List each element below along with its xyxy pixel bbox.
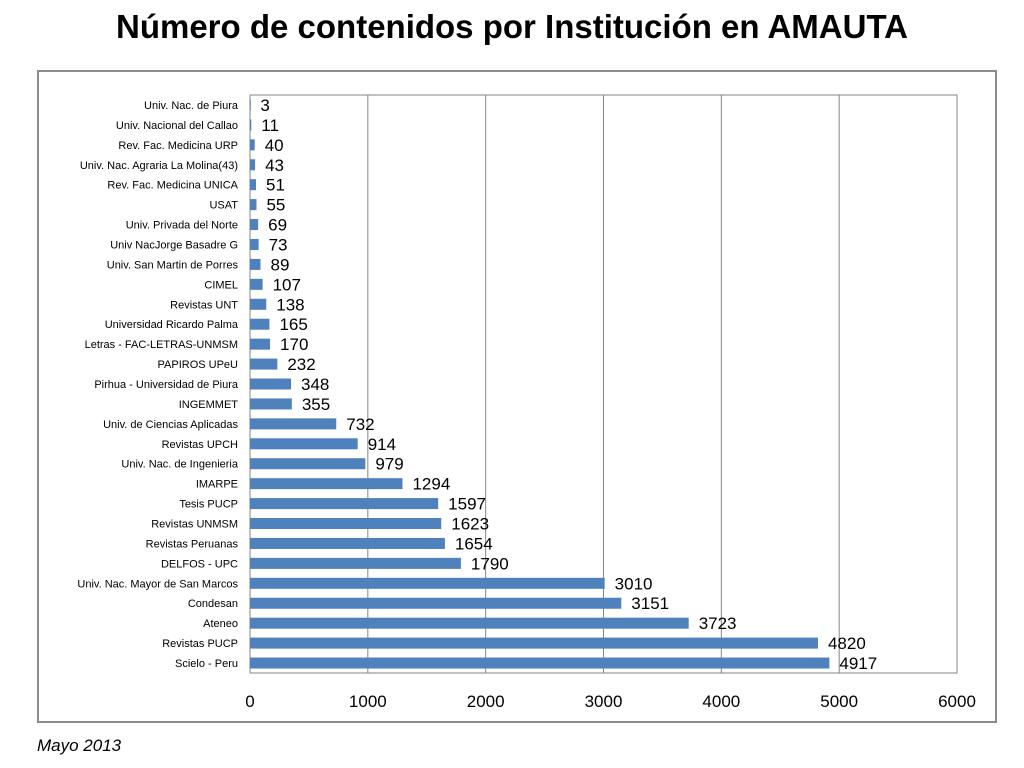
category-label: USAT	[209, 200, 238, 212]
data-label: 1623	[451, 515, 489, 534]
category-label: Revistas PUCP	[162, 638, 238, 650]
category-label: Tesis PUCP	[179, 499, 238, 511]
bar	[250, 518, 442, 530]
category-label: Letras - FAC-LETRAS-UNMSM	[85, 339, 238, 351]
category-label: PAPIROS UPeU	[158, 359, 239, 371]
data-label: 55	[266, 196, 285, 215]
bar	[250, 139, 255, 151]
data-label: 89	[270, 255, 289, 274]
bar	[250, 318, 270, 330]
category-label: Scielo - Peru	[175, 658, 238, 670]
x-tick-label: 2000	[467, 692, 505, 711]
bar	[250, 537, 445, 549]
x-tick-label: 0	[245, 692, 254, 711]
bar	[250, 199, 257, 211]
category-label: Revistas UNT	[170, 299, 238, 311]
bar	[250, 238, 259, 250]
chart-frame: 0 1000 2000 3000 4000 5000 6000 Univ. Nac. de P…	[37, 70, 997, 723]
category-label: Univ. Nac. de Piura	[144, 100, 239, 112]
bar	[250, 119, 252, 131]
category-label: Revistas Peruanas	[146, 538, 239, 550]
bar	[250, 338, 271, 350]
data-label: 11	[261, 116, 279, 135]
data-label: 732	[346, 415, 374, 434]
category-label: Univ. Nac. de Ingenieria	[121, 459, 238, 471]
category-label: Rev. Fac. Medicina UNICA	[107, 180, 238, 192]
category-label: Condesan	[188, 598, 238, 610]
category-label: Ateneo	[203, 618, 238, 630]
category-label: Rev. Fac. Medicina URP	[118, 140, 238, 152]
bar	[250, 557, 461, 569]
category-label: Univ. Nac. Mayor de San Marcos	[77, 578, 238, 590]
x-tick-label: 1000	[349, 692, 387, 711]
bar	[250, 298, 267, 310]
data-label: 43	[265, 156, 284, 175]
bar	[250, 378, 292, 390]
data-label: 1294	[412, 475, 450, 494]
category-label: CIMEL	[204, 279, 238, 291]
bar	[250, 597, 622, 609]
data-label: 51	[266, 176, 285, 195]
bar	[250, 278, 263, 290]
bar	[250, 219, 259, 231]
bar	[250, 418, 337, 430]
category-label: Universidad Ricardo Palma	[105, 319, 239, 331]
data-label: 979	[375, 455, 403, 474]
bar	[250, 478, 403, 490]
category-label: Univ. Nacional del Callao	[116, 120, 238, 132]
data-label: 107	[273, 275, 301, 294]
bar	[250, 358, 278, 370]
x-tick-label: 6000	[938, 692, 976, 711]
category-label: Univ. de Ciencias Aplicadas	[103, 419, 238, 431]
data-label: 69	[268, 216, 287, 235]
bar	[250, 159, 256, 171]
category-label: INGEMMET	[179, 399, 239, 411]
data-label: 3	[260, 96, 269, 115]
bar-chart: 0 1000 2000 3000 4000 5000 6000 Univ. Nac. de P…	[77, 94, 976, 711]
bar	[250, 458, 366, 470]
data-label: 348	[301, 375, 329, 394]
bar	[250, 637, 818, 649]
data-label: 40	[265, 136, 284, 155]
category-label: Univ NacJorge Basadre G	[110, 239, 238, 251]
data-label: 1597	[448, 495, 486, 514]
bar	[250, 99, 251, 111]
bar	[250, 498, 439, 510]
bar	[250, 577, 605, 589]
category-label: Univ. Privada del Norte	[126, 220, 238, 232]
data-label: 4917	[839, 654, 877, 673]
data-label: 3723	[699, 614, 737, 633]
data-label: 1654	[455, 534, 493, 553]
slide-title: Número de contenidos por Institución en …	[116, 8, 908, 45]
data-label: 73	[269, 235, 288, 254]
footnote-date: Mayo 2013	[37, 736, 122, 755]
category-label: Revistas UPCH	[162, 439, 238, 451]
bar	[250, 258, 261, 270]
x-tick-label: 5000	[820, 692, 858, 711]
data-label: 170	[280, 335, 308, 354]
data-label: 3010	[615, 574, 653, 593]
bar	[250, 398, 292, 410]
category-label: DELFOS - UPC	[161, 558, 238, 570]
data-label: 165	[279, 315, 307, 334]
x-tick-label: 3000	[585, 692, 623, 711]
category-label: Univ. San Martin de Porres	[107, 259, 239, 271]
data-label: 138	[276, 295, 304, 314]
category-label: Pirhua - Universidad de Piura	[94, 379, 239, 391]
category-label: Univ. Nac. Agraria La Molina(43)	[80, 160, 238, 172]
bar	[250, 657, 830, 669]
bar	[250, 617, 689, 629]
bar	[250, 179, 257, 191]
bar	[250, 438, 358, 450]
category-label: Revistas UNMSM	[151, 519, 238, 531]
x-tick-label: 4000	[702, 692, 740, 711]
data-label: 4820	[828, 634, 866, 653]
data-label: 355	[302, 395, 330, 414]
data-label: 914	[368, 435, 396, 454]
data-label: 232	[287, 355, 315, 374]
category-label: IMARPE	[196, 479, 238, 491]
data-label: 1790	[471, 554, 509, 573]
data-label: 3151	[631, 594, 669, 613]
